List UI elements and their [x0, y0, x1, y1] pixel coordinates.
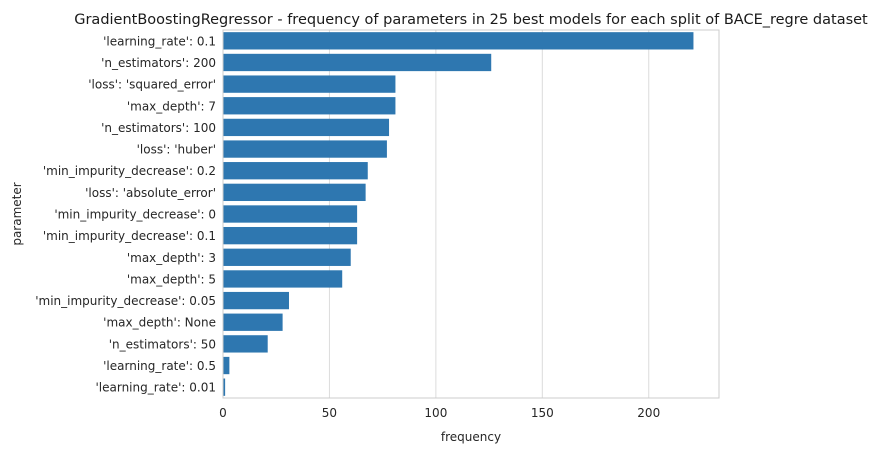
bar [223, 75, 396, 93]
bar [223, 183, 366, 202]
bar [223, 53, 492, 72]
y-axis-label: parameter [10, 182, 24, 245]
bars [223, 32, 694, 396]
bar [223, 226, 358, 245]
y-tick-label: 'n_estimators': 100 [101, 121, 216, 135]
y-tick-label: 'learning_rate': 0.01 [95, 381, 216, 395]
x-tick-label: 150 [531, 406, 554, 420]
bar [223, 118, 390, 137]
y-tick-label: 'learning_rate': 0.1 [103, 34, 216, 48]
bar [223, 162, 368, 180]
y-tick-label: 'max_depth': None [103, 316, 216, 330]
y-tick-label: 'loss': 'huber' [137, 143, 216, 157]
bar [223, 378, 226, 396]
y-tick-labels: 'learning_rate': 0.1 'n_estimators': 200 '… [35, 34, 216, 394]
y-tick-label: 'max_depth': 5 [127, 272, 216, 286]
y-tick-label: 'n_estimators': 200 [101, 56, 216, 70]
bar [223, 97, 396, 115]
bar [223, 313, 283, 331]
y-tick-label: 'learning_rate': 0.5 [103, 359, 216, 373]
y-tick-label: 'min_impurity_decrease': 0 [54, 208, 216, 222]
plot-frame [222, 29, 720, 399]
x-tick-label: 100 [424, 406, 447, 420]
bar [223, 356, 230, 375]
y-tick-label: 'max_depth': 7 [127, 99, 216, 113]
bar [223, 248, 351, 266]
y-tick-label: 'min_impurity_decrease': 0.1 [43, 229, 216, 243]
x-axis-label: frequency [441, 430, 501, 444]
x-tick-label: 50 [322, 406, 337, 420]
y-tick-label: 'min_impurity_decrease': 0.05 [35, 294, 216, 308]
x-tick-label: 0 [219, 406, 227, 420]
chart-title: GradientBoostingRegressor - frequency of… [74, 12, 868, 28]
bar [223, 205, 358, 223]
bar [223, 335, 268, 353]
x-tick-labels: 0 50 100 150 200 [219, 406, 660, 420]
y-tick-label: 'loss': 'squared_error' [88, 78, 216, 92]
bar [223, 32, 694, 50]
plot-border [222, 29, 720, 399]
y-tick-label: 'loss': 'absolute_error' [85, 186, 216, 200]
y-tick-label: 'max_depth': 3 [127, 251, 216, 265]
y-tick-label: 'n_estimators': 50 [109, 337, 216, 351]
y-tick-label: 'min_impurity_decrease': 0.2 [43, 164, 216, 178]
bar [223, 291, 289, 310]
bar [223, 270, 343, 288]
bar [223, 140, 387, 158]
x-tick-label: 200 [637, 406, 660, 420]
